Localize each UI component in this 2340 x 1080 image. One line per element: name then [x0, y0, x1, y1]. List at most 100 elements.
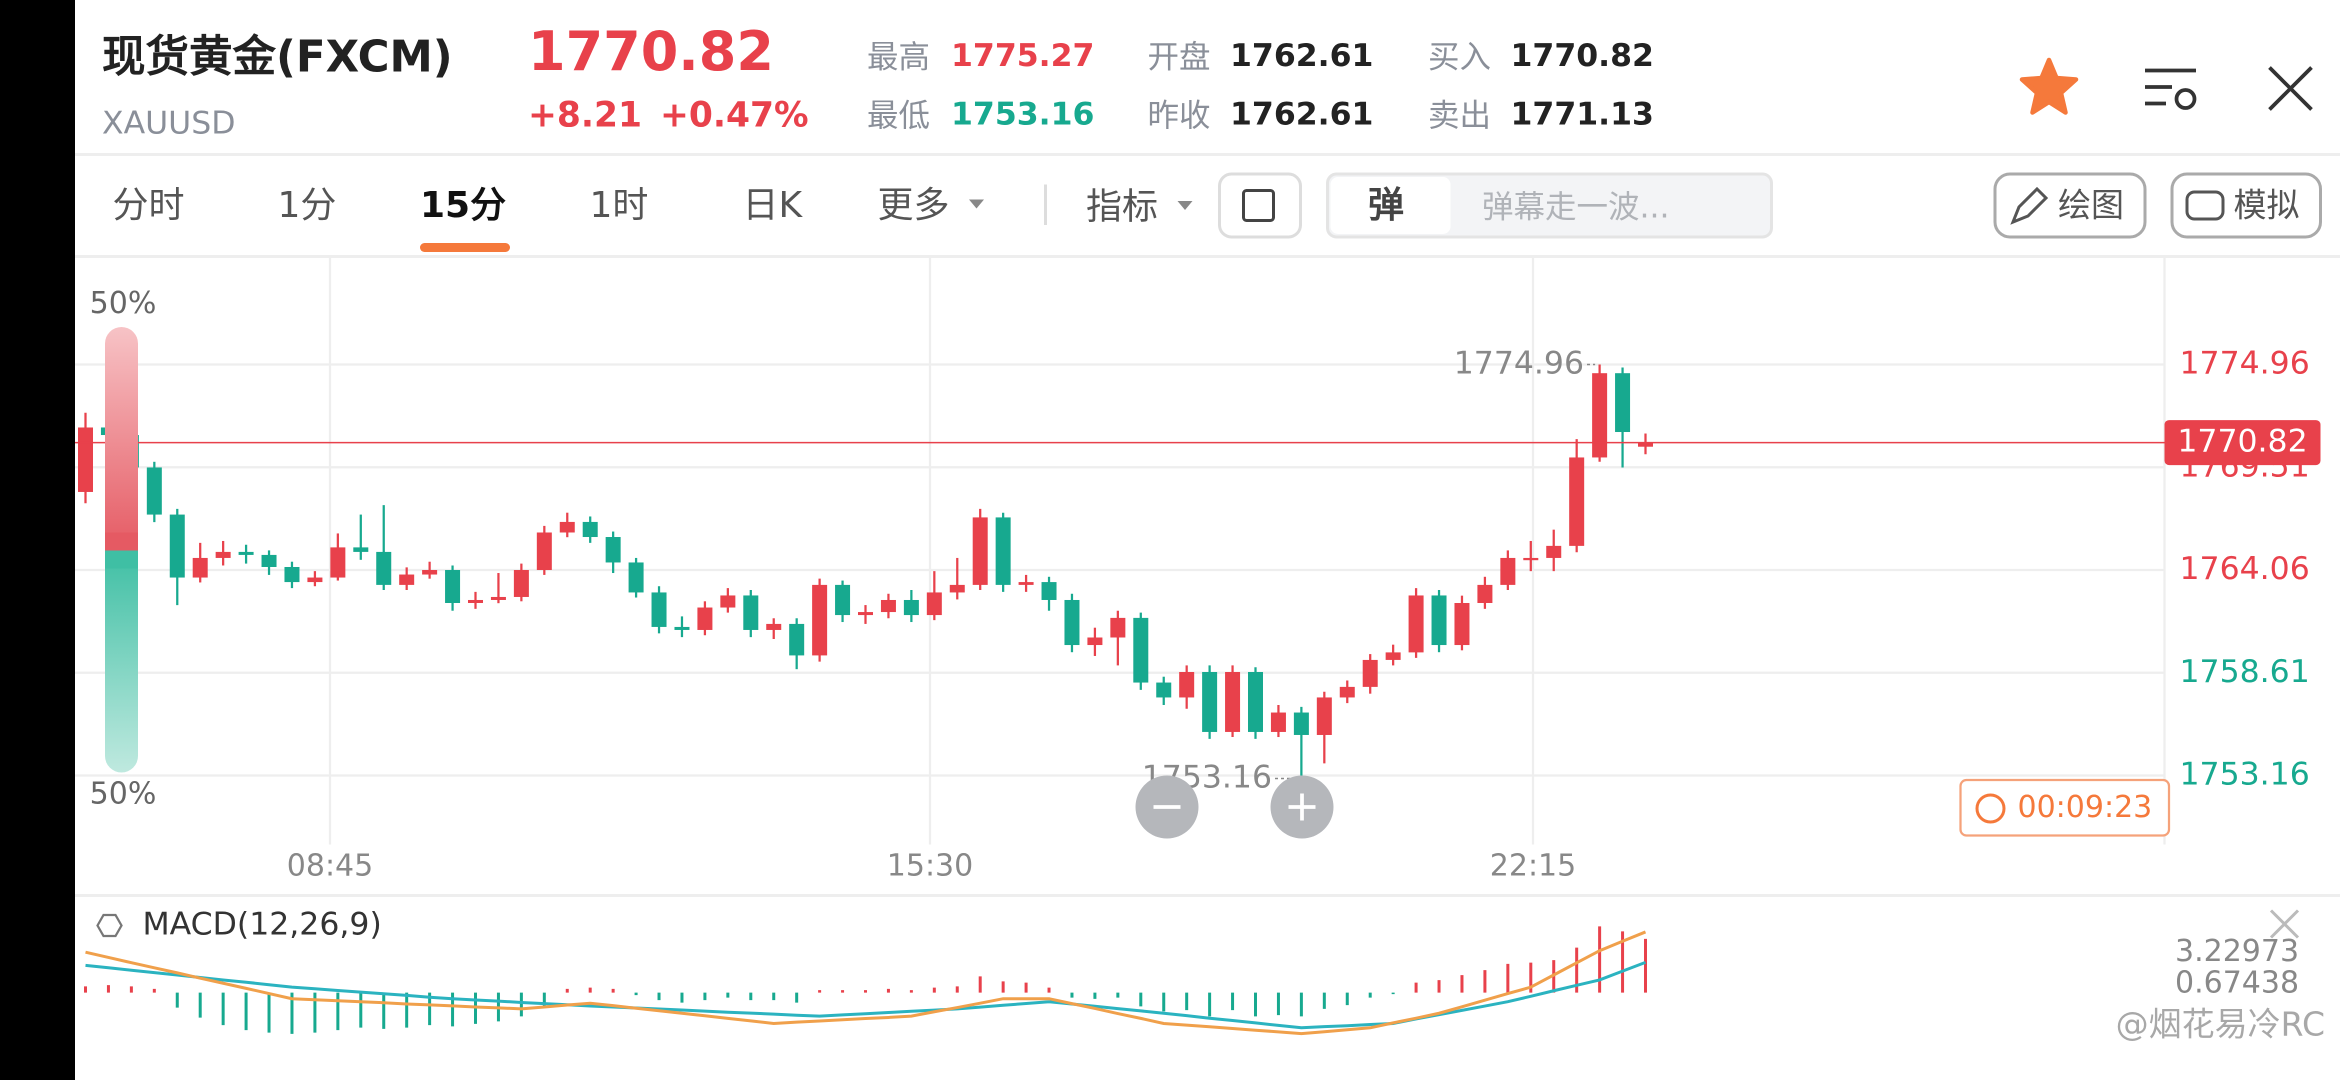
indicator-settings-button[interactable]	[1218, 172, 1302, 239]
indicator-button[interactable]: 指标	[1086, 187, 1158, 228]
macd-bar	[336, 992, 340, 1031]
tab[interactable]: 更多	[878, 185, 950, 226]
candle-body	[651, 592, 667, 627]
macd-bar	[1070, 992, 1074, 998]
candle-body	[1592, 373, 1608, 458]
candle-body	[1362, 659, 1378, 687]
macd-dif-line	[85, 930, 1647, 1036]
macd-bar	[1437, 980, 1441, 993]
macd-bar	[451, 992, 455, 1027]
draw-button[interactable]	[1993, 172, 2147, 239]
macd-bar	[313, 992, 317, 1033]
stat-value: 1762.61	[1230, 97, 1373, 133]
stat-label: 卖出	[1428, 98, 1491, 134]
candle-body	[261, 554, 277, 567]
macd-bar	[1529, 962, 1533, 993]
candle-body	[1385, 652, 1401, 660]
candle-body	[1156, 682, 1172, 698]
macd-bar	[1231, 992, 1235, 1011]
macd-bar	[1506, 963, 1510, 993]
candle-body	[697, 607, 713, 630]
macd-bar	[634, 992, 638, 996]
close-button[interactable]	[2268, 66, 2313, 111]
change: +8.21	[528, 96, 642, 136]
active-tab-indicator	[420, 243, 510, 252]
macd-bar	[841, 990, 845, 993]
candle-body	[399, 574, 415, 585]
candle-body	[1087, 637, 1103, 646]
ratio-label: 50%	[90, 286, 157, 321]
tab[interactable]: 15分	[420, 185, 506, 226]
candle-body	[146, 467, 162, 515]
macd-bar	[978, 976, 982, 993]
macd-bar	[864, 990, 867, 993]
macd-tick-label: 0.67438	[2175, 966, 2299, 1001]
candle-body	[995, 517, 1011, 585]
stat-label: 最低	[867, 98, 930, 134]
candle-body	[1270, 712, 1286, 732]
candle-body	[926, 592, 942, 616]
macd-bar	[542, 992, 546, 1008]
candle-body	[1523, 557, 1539, 561]
danmaku-toggle[interactable]	[1330, 177, 1451, 234]
stat-label: 买入	[1428, 40, 1491, 76]
candle-body	[1477, 584, 1493, 603]
macd-close[interactable]	[2269, 909, 2300, 939]
macd-bar	[565, 988, 569, 993]
macd-bar	[175, 992, 179, 1008]
settings-button[interactable]	[2145, 68, 2197, 110]
timer-box	[1959, 778, 2171, 837]
macd-bar	[1185, 992, 1189, 1011]
candle-body	[720, 595, 736, 608]
candle-body	[513, 570, 529, 597]
candle-body	[789, 623, 805, 656]
instrument-name: 现货黄金(FXCM)	[102, 33, 453, 83]
candle-body	[445, 570, 461, 603]
macd-bar	[290, 992, 294, 1034]
candle-body	[628, 562, 644, 593]
candle-body	[972, 517, 988, 585]
tab[interactable]: 分时	[113, 185, 185, 226]
candle-body	[1179, 672, 1195, 698]
macd-bar	[382, 992, 386, 1029]
candle-body	[1202, 672, 1218, 732]
macd-bar	[1575, 947, 1579, 993]
candle-body	[78, 427, 93, 492]
candle-body	[1408, 595, 1424, 653]
stat-value: 1771.13	[1511, 97, 1654, 133]
macd-bar	[1598, 926, 1602, 993]
macd-bar	[1460, 975, 1464, 993]
candle-body	[674, 626, 690, 630]
favorite-button[interactable]	[2019, 57, 2079, 115]
macd-bar	[1276, 992, 1280, 1016]
macd-bar	[1299, 992, 1303, 1017]
macd-bar	[1483, 970, 1487, 993]
candle-body	[1546, 545, 1562, 558]
ratio-label: 50%	[90, 777, 157, 812]
tab[interactable]: 日K	[743, 185, 804, 226]
macd-bar	[221, 992, 225, 1026]
candle-body	[1500, 557, 1516, 585]
dropdown-arrow	[1177, 201, 1193, 210]
candle-body	[582, 521, 598, 538]
candle-body	[307, 577, 323, 583]
macd-bar	[1414, 982, 1418, 993]
y-tick-label: 1758.61	[2180, 654, 2310, 690]
tab[interactable]: 1时	[590, 185, 649, 226]
macd-title: MACD(12,26,9)	[143, 907, 382, 943]
simulate-button[interactable]	[2170, 172, 2322, 239]
candle-body	[858, 612, 873, 616]
tab[interactable]: 1分	[278, 185, 337, 226]
macd-bar	[657, 992, 661, 1001]
candle-body	[1316, 697, 1332, 735]
timer-icon	[1975, 793, 2006, 824]
y-tick-label: 1774.96	[2180, 346, 2310, 382]
macd-bar	[129, 986, 133, 993]
simulate-label: 模拟	[2234, 186, 2300, 225]
macd-bar	[1024, 982, 1028, 993]
stat-label: 最高	[867, 40, 930, 76]
macd-bar	[818, 990, 822, 993]
candle-body	[743, 595, 759, 630]
macd-bar	[749, 992, 753, 1001]
